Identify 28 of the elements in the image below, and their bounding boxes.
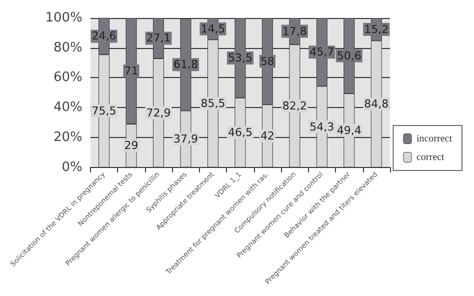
data-label: 49,4 xyxy=(336,124,362,137)
data-label: 45,7 xyxy=(310,46,334,59)
data-label: 37,9 xyxy=(173,132,198,146)
y-tick-label: 60% xyxy=(54,70,82,86)
data-label: 42 xyxy=(260,129,274,142)
data-label: 29 xyxy=(124,139,138,152)
y-tick-label: 40% xyxy=(54,100,82,116)
data-label: 72,9 xyxy=(146,106,171,120)
data-label: 24,6 xyxy=(92,30,116,43)
data-label: 46,5 xyxy=(228,126,252,140)
data-label: 17,8 xyxy=(282,24,307,38)
legend-label: correct xyxy=(416,152,444,163)
data-label: 27,1 xyxy=(146,32,171,45)
y-tick-label: 100% xyxy=(45,10,82,26)
data-label: 53,5 xyxy=(228,51,252,64)
data-label: 75,5 xyxy=(92,104,116,118)
data-label: 54,3 xyxy=(310,120,334,134)
data-label: 58 xyxy=(260,54,274,68)
y-tick-label: 20% xyxy=(54,130,82,145)
y-tick-label: 80% xyxy=(54,40,82,56)
data-label: 84,8 xyxy=(364,98,389,111)
legend-label: incorrect xyxy=(416,133,452,144)
data-label: 50,6 xyxy=(336,49,362,62)
data-label: 61,8 xyxy=(173,58,198,72)
data-label: 71 xyxy=(124,64,138,78)
y-tick-label: 0% xyxy=(62,160,82,175)
data-label: 82,2 xyxy=(282,99,307,112)
data-label: 85,5 xyxy=(200,96,226,110)
